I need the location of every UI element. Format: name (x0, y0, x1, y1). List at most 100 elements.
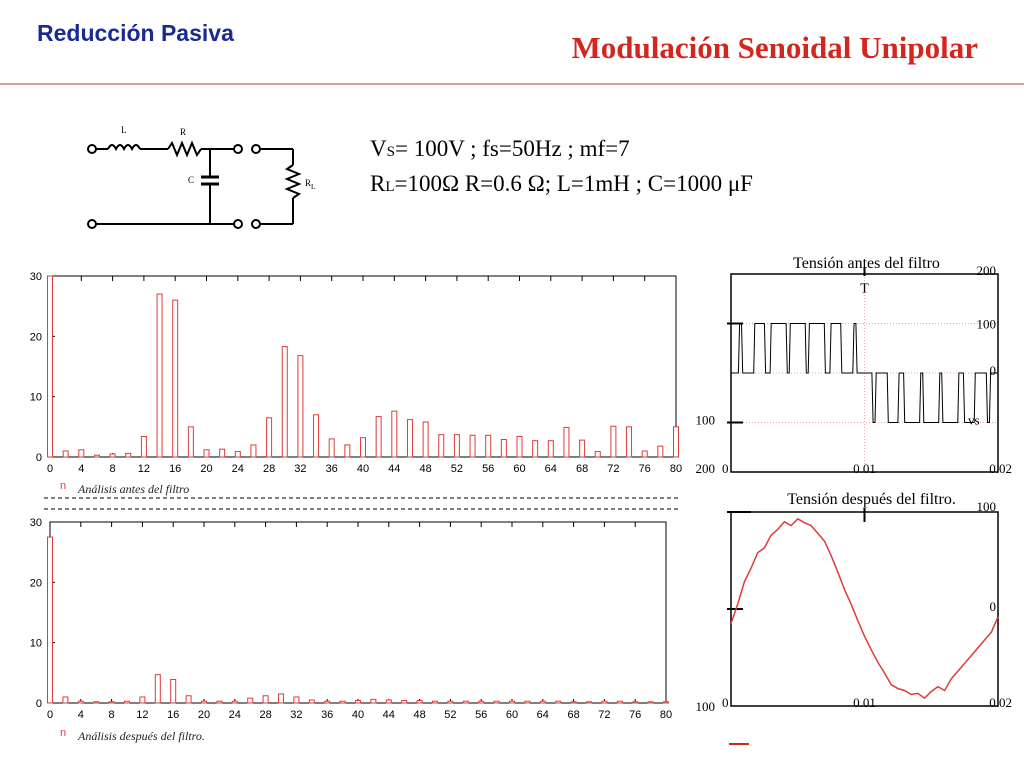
spectrum-bar (231, 700, 238, 704)
spectrum-bar (547, 440, 554, 458)
rl-symbol: R (370, 171, 386, 196)
x-tick-label: 52 (444, 709, 456, 721)
spectrum-bar (432, 700, 438, 704)
spectrum-bar (663, 701, 669, 704)
spectrum-bar (524, 700, 531, 704)
vs-symbol: V (370, 136, 387, 161)
x-tick-label: 12 (136, 709, 148, 721)
spectrum-bar (673, 426, 679, 458)
x-tick-label: 64 (537, 709, 549, 721)
x-tick-label: 0.01 (853, 461, 876, 476)
spectrum-bar (493, 700, 500, 704)
spectrum-bar (201, 700, 207, 704)
y-tick-label-left: 200 (696, 461, 716, 476)
spectrum-bar (140, 435, 147, 458)
y-tick-label: 20 (30, 331, 42, 343)
y-tick-label: 0 (36, 698, 42, 710)
legend-marker: n (60, 480, 66, 492)
spectrum-bar (610, 425, 617, 458)
x-tick-label: 4 (78, 709, 84, 721)
spectrum-bar (485, 434, 492, 458)
x-tick-label: 28 (259, 709, 271, 721)
spectrum-bar (293, 696, 300, 704)
spectrum-bar (370, 698, 377, 704)
spectrum-bar (297, 355, 304, 458)
x-tick-label: 48 (413, 709, 425, 721)
spectrum-bar (344, 444, 351, 458)
spectrum-bar (216, 700, 223, 704)
spectrum-bar (647, 701, 654, 704)
spectrum-bar (594, 451, 601, 458)
x-tick-label: 36 (321, 709, 333, 721)
spectrum-bar (281, 346, 288, 458)
spectrum-bar (185, 695, 192, 704)
spectrum-bar (339, 700, 346, 704)
x-tick-label: 40 (357, 463, 369, 475)
x-tick-label: 24 (229, 709, 241, 721)
x-tick-label: 56 (482, 463, 494, 475)
y-tick-label-right: 0 (990, 363, 997, 378)
params-line-2-text: =100Ω R=0.6 Ω; L=1mH ; C=1000 μF (394, 171, 753, 196)
plot-frame (49, 275, 677, 458)
x-tick-label: 76 (629, 709, 641, 721)
spectrum-bar (632, 701, 639, 704)
spectrum-bar (156, 293, 163, 458)
spectrum-bar (469, 434, 476, 458)
x-tick-label: 68 (576, 463, 588, 475)
x-tick-label: 16 (169, 463, 181, 475)
series-label: vs (968, 412, 980, 427)
spectrum-bar (124, 700, 130, 704)
spectrum-bar (626, 426, 633, 458)
x-tick-label: 60 (506, 709, 518, 721)
x-tick-label: 0.02 (989, 695, 1012, 710)
spectrum-bar (616, 700, 623, 704)
chart-title: Tensión después del filtro. (787, 491, 956, 508)
spectrum-bar (539, 700, 546, 704)
spectrum-bar (447, 700, 454, 704)
x-tick-label: 8 (110, 463, 116, 475)
x-tick-label: 24 (232, 463, 244, 475)
slide-title: Modulación Senoidal Unipolar (571, 30, 978, 65)
spectrum-bar (262, 695, 269, 704)
voltage-after-chart: Tensión después del filtro. 100 0 100 0 0.01 0… (696, 491, 1012, 745)
x-tick-label: 0 (47, 709, 53, 721)
y-tick-label-left: 100 (696, 413, 716, 428)
x-tick-label: 12 (138, 463, 150, 475)
spectrum-bar (391, 410, 398, 458)
y-tick-label: 0 (36, 452, 42, 464)
voltage-waveform (731, 323, 998, 423)
spectrum-bar (172, 299, 179, 458)
spectrum-bar (308, 699, 315, 704)
spectrum-bar (139, 696, 146, 704)
x-tick-label: 80 (660, 709, 672, 721)
spectrum-bar (154, 674, 161, 704)
spectrum-bar (203, 449, 210, 458)
spectrum-bar (657, 445, 664, 458)
spectrum-bar (385, 699, 392, 704)
x-tick-label: 0.01 (853, 695, 876, 710)
x-tick-label: 68 (567, 709, 579, 721)
spectrum-bar (170, 678, 177, 704)
spectrum-bar (509, 700, 515, 704)
x-tick-label: 60 (513, 463, 525, 475)
spectrum-bar (109, 453, 116, 458)
y-tick-label-right: 200 (977, 263, 997, 278)
spectrum-bar (555, 700, 562, 704)
spectrum-bar (563, 426, 570, 458)
chart-title: Análisis antes del filtro (77, 482, 189, 496)
spectrum-bar (125, 452, 132, 458)
spectrum-bar (266, 417, 273, 458)
x-tick-label: 44 (388, 463, 400, 475)
x-tick-label: 36 (326, 463, 338, 475)
spectrum-bar (453, 434, 460, 458)
spectrum-bar (77, 700, 84, 704)
spectrum-bar (570, 701, 577, 704)
plot-frame (49, 521, 667, 704)
spectrum-bar (278, 693, 284, 704)
voltage-waveform (730, 517, 999, 700)
spectrum-bar (532, 440, 539, 458)
legend-marker: n (60, 727, 66, 739)
spectrum-bar (579, 439, 586, 458)
